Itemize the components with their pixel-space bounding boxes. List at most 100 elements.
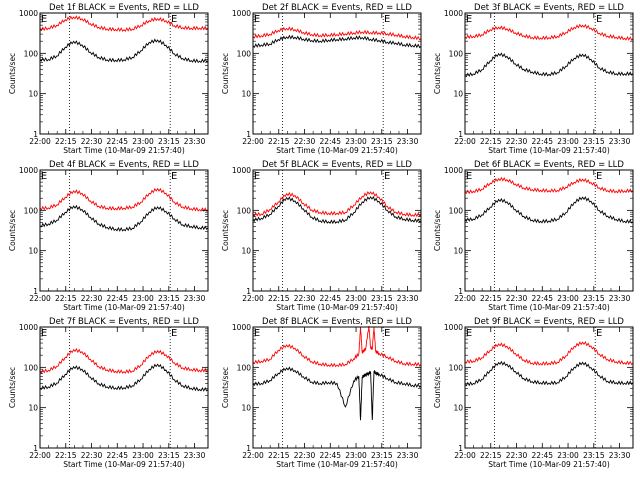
panel-title: Det 7f BLACK = Events, RED = LLD [49, 317, 199, 327]
x-tick-label: 23:30 [184, 294, 206, 303]
panel-title: Det 3f BLACK = Events, RED = LLD [474, 3, 624, 13]
series-line-lld [252, 325, 422, 368]
plot-frame [464, 169, 634, 292]
x-axis-label: Start Time (10-Mar-09 21:57:40) [63, 460, 185, 469]
x-tick-label: 22:00 [29, 451, 51, 460]
y-tick-label: 100 [449, 49, 464, 58]
x-tick-label: 23:15 [158, 451, 180, 460]
event-marker: E [466, 14, 472, 25]
x-tick-label: 22:30 [294, 451, 316, 460]
y-axis-label: Counts/sec [221, 210, 230, 251]
y-tick-label: 10 [28, 404, 38, 413]
panel-title: Det 6f BLACK = Events, RED = LLD [474, 160, 624, 170]
y-axis-label: Counts/sec [8, 367, 17, 408]
x-tick-label: 22:15 [268, 294, 290, 303]
x-tick-label: 22:00 [242, 451, 264, 460]
event-marker: E [254, 14, 260, 25]
x-tick-label: 22:30 [506, 294, 528, 303]
x-axis-label: Start Time (10-Mar-09 21:57:40) [63, 303, 185, 312]
panel-title: Det 4f BLACK = Events, RED = LLD [49, 160, 199, 170]
x-tick-label: 22:00 [454, 451, 476, 460]
series-line-events [464, 52, 634, 78]
event-marker: E [171, 14, 177, 25]
y-tick-label: 100 [237, 363, 252, 372]
x-tick-label: 23:30 [609, 137, 631, 146]
x-tick-label: 22:15 [55, 137, 77, 146]
x-axis-label: Start Time (10-Mar-09 21:57:40) [488, 460, 610, 469]
x-tick-label: 22:30 [294, 137, 316, 146]
y-tick-label: 1 [458, 444, 463, 453]
series-line-events [464, 360, 634, 387]
x-tick-label: 23:15 [158, 294, 180, 303]
y-tick-label: 100 [237, 206, 252, 215]
event-marker: E [466, 171, 472, 182]
y-tick-label: 100 [449, 363, 464, 372]
x-tick-label: 23:00 [132, 294, 154, 303]
y-axis-label: Counts/sec [221, 53, 230, 94]
plot-frame [252, 12, 422, 135]
x-tick-label: 23:00 [132, 137, 154, 146]
x-tick-label: 22:45 [106, 137, 128, 146]
y-tick-label: 1000 [19, 166, 38, 175]
y-tick-label: 1000 [19, 323, 38, 332]
y-tick-label: 100 [449, 206, 464, 215]
y-tick-label: 10 [453, 247, 463, 256]
x-tick-label: 22:15 [480, 137, 502, 146]
x-axis-label: Start Time (10-Mar-09 21:57:40) [276, 303, 398, 312]
x-tick-label: 23:30 [609, 294, 631, 303]
x-tick-label: 23:15 [583, 451, 605, 460]
event-marker: E [596, 14, 602, 25]
plot-frame [39, 169, 209, 292]
y-tick-label: 1 [246, 130, 251, 139]
x-axis-label: Start Time (10-Mar-09 21:57:40) [276, 146, 398, 155]
y-tick-label: 1 [458, 130, 463, 139]
x-tick-label: 22:30 [81, 137, 103, 146]
series-line-lld [252, 191, 422, 218]
y-tick-label: 100 [24, 206, 39, 215]
series-line-events [464, 196, 634, 224]
y-tick-label: 1000 [232, 166, 251, 175]
x-axis-label: Start Time (10-Mar-09 21:57:40) [276, 460, 398, 469]
event-marker: E [384, 14, 390, 25]
y-tick-label: 100 [24, 49, 39, 58]
plot-frame [39, 326, 209, 449]
series-line-lld [464, 341, 634, 366]
x-tick-label: 23:30 [397, 294, 419, 303]
plot-frame [252, 326, 422, 449]
series-line-events [252, 366, 422, 421]
x-tick-label: 23:00 [557, 451, 579, 460]
plot-frame [252, 169, 422, 292]
y-tick-label: 10 [453, 404, 463, 413]
x-tick-label: 22:00 [29, 294, 51, 303]
x-tick-label: 22:15 [55, 451, 77, 460]
y-axis-label: Counts/sec [8, 210, 17, 251]
x-tick-label: 23:30 [609, 451, 631, 460]
x-tick-label: 23:15 [371, 294, 393, 303]
series-line-events [39, 363, 209, 392]
panel-title: Det 1f BLACK = Events, RED = LLD [49, 3, 199, 13]
x-tick-label: 22:30 [506, 451, 528, 460]
y-tick-label: 1 [246, 287, 251, 296]
panel-title: Det 2f BLACK = Events, RED = LLD [262, 3, 412, 13]
y-tick-label: 1 [33, 287, 38, 296]
x-tick-label: 23:15 [583, 294, 605, 303]
y-tick-label: 1000 [444, 323, 463, 332]
x-tick-label: 23:00 [345, 137, 367, 146]
y-tick-label: 10 [28, 247, 38, 256]
event-marker: E [596, 171, 602, 182]
x-tick-label: 22:45 [319, 451, 341, 460]
series-line-lld [39, 15, 209, 33]
x-tick-label: 22:00 [454, 294, 476, 303]
x-tick-label: 22:15 [480, 294, 502, 303]
event-marker: E [254, 328, 260, 339]
x-tick-label: 23:30 [397, 451, 419, 460]
x-tick-label: 23:00 [557, 294, 579, 303]
y-tick-label: 100 [24, 363, 39, 372]
y-tick-label: 10 [241, 90, 251, 99]
plot-frame [39, 12, 209, 135]
